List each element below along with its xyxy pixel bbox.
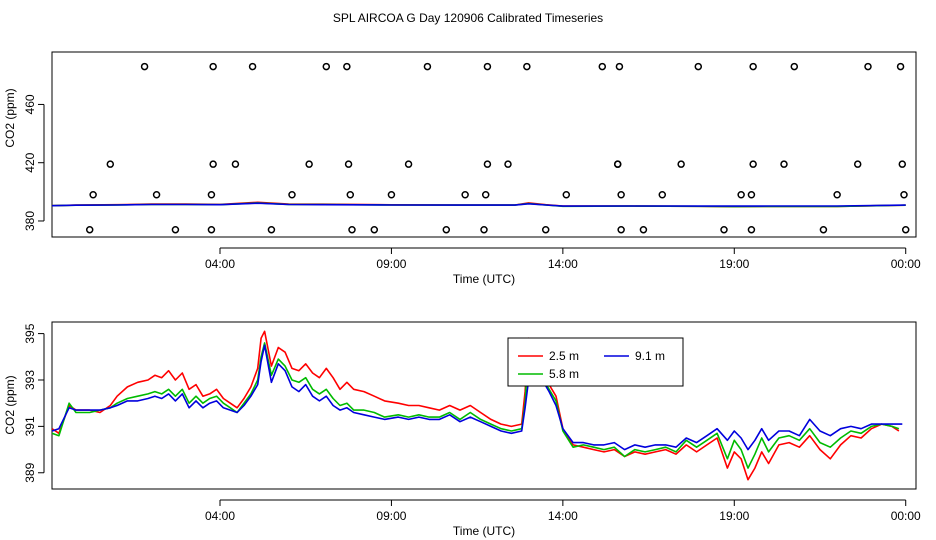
calibration-point — [613, 160, 622, 168]
calibration-point — [749, 160, 757, 168]
plot-frame — [51, 51, 917, 238]
calibration-point — [89, 191, 97, 199]
calibration-point — [305, 160, 313, 168]
calibration-point — [833, 191, 841, 199]
calibration-point — [370, 225, 379, 234]
calibration-point — [541, 225, 550, 234]
calibration-point — [209, 160, 217, 168]
y-axis-label: CO2 (ppm) — [3, 375, 17, 434]
x-tick-label: 04:00 — [205, 257, 235, 271]
y-tick-label: 460 — [23, 94, 37, 114]
y-tick-label: 420 — [23, 152, 37, 172]
data-layer — [52, 201, 906, 208]
calibration-point — [152, 191, 161, 199]
calibration-point — [344, 160, 353, 168]
calibration-point — [267, 225, 276, 234]
calibration-point — [207, 225, 216, 234]
legend-label: 5.8 m — [549, 367, 579, 381]
y-tick-label: 393 — [23, 370, 37, 390]
panel-bottom: 04:00 09:00 14:00 19:00 00:00 Time (UTC) 389 39… — [3, 321, 921, 538]
calibration-point — [901, 225, 910, 234]
calibration-point — [343, 62, 351, 71]
calibration-point — [658, 191, 667, 199]
calibration-point — [898, 160, 907, 168]
x-tick-label: 04:00 — [205, 509, 235, 523]
calibration-point — [694, 62, 703, 71]
calibration-point — [639, 225, 648, 234]
calibration-point — [819, 225, 828, 234]
calibration-point — [85, 225, 94, 234]
figure-title: SPL AIRCOA G Day 120906 Calibrated Times… — [333, 11, 603, 25]
calibration-point — [481, 191, 490, 199]
calibration-point — [749, 62, 757, 71]
calibration-point — [864, 62, 872, 71]
calibration-point — [423, 62, 432, 71]
calibration-point — [288, 191, 296, 199]
calibration-point — [677, 160, 685, 168]
panel-top: 04:00 09:00 14:00 19:00 00:00 Time (UTC) 380 42… — [3, 51, 921, 286]
legend-label: 2.5 m — [549, 349, 579, 363]
calibration-point — [442, 225, 451, 234]
calibration-point — [617, 225, 625, 234]
calibration-point — [790, 62, 799, 71]
y-axis-label: CO2 (ppm) — [3, 88, 17, 147]
legend-box — [507, 337, 684, 387]
x-tick-label: 19:00 — [719, 509, 749, 523]
calibration-point — [737, 191, 745, 199]
series-line-2-5-m — [52, 330, 900, 481]
x-tick-label: 00:00 — [891, 257, 921, 271]
calibration-point — [483, 62, 492, 71]
calibration-point — [461, 191, 469, 199]
calibration-point — [209, 62, 217, 71]
y-tick-label: 389 — [23, 462, 37, 482]
legend: 2.5 m 9.1 m 5.8 m — [507, 337, 684, 387]
calibration-point — [896, 62, 905, 71]
calibration-point — [348, 225, 356, 234]
x-tick-label: 09:00 — [376, 257, 406, 271]
calibration-point — [747, 225, 756, 234]
calibration-point — [598, 62, 607, 71]
calibration-point — [480, 225, 488, 234]
calibration-point — [106, 160, 115, 168]
calibration-point — [720, 225, 728, 234]
calibration-point — [346, 191, 355, 199]
x-tick-label: 14:00 — [548, 509, 578, 523]
y-tick-label: 395 — [23, 323, 37, 343]
y-tick-label: 391 — [23, 416, 37, 436]
calibration-point — [404, 160, 413, 168]
calibration-point — [207, 191, 216, 199]
calibration-point — [615, 62, 624, 71]
calibration-point — [248, 62, 257, 71]
calibration-point — [523, 62, 531, 71]
x-axis-label: Time (UTC) — [453, 524, 515, 538]
x-axis-label: Time (UTC) — [453, 272, 515, 286]
x-tick-label: 09:00 — [376, 509, 406, 523]
calibration-point — [387, 191, 396, 199]
series-line-9-1-m — [52, 202, 906, 207]
series-line-5-8-m — [52, 342, 900, 469]
x-tick-label: 14:00 — [548, 257, 578, 271]
data-layer — [52, 330, 903, 481]
calibration-point — [780, 160, 788, 168]
calibration-point — [483, 160, 492, 168]
plot-frame — [51, 321, 917, 490]
calibration-point — [322, 62, 331, 71]
calibration-point — [231, 160, 240, 168]
calibration-point — [617, 191, 625, 199]
series-line-9-1-m — [52, 344, 903, 451]
calibration-point — [171, 225, 180, 234]
calibration-point — [504, 160, 512, 168]
x-tick-label: 00:00 — [891, 509, 921, 523]
calibration-point — [140, 62, 149, 71]
y-tick-label: 380 — [23, 211, 37, 231]
calibration-point — [747, 191, 756, 199]
calibration-point — [853, 160, 862, 168]
calibration-point — [900, 191, 908, 199]
calibration-point — [562, 191, 571, 199]
x-tick-label: 19:00 — [719, 257, 749, 271]
legend-label: 9.1 m — [635, 349, 665, 363]
